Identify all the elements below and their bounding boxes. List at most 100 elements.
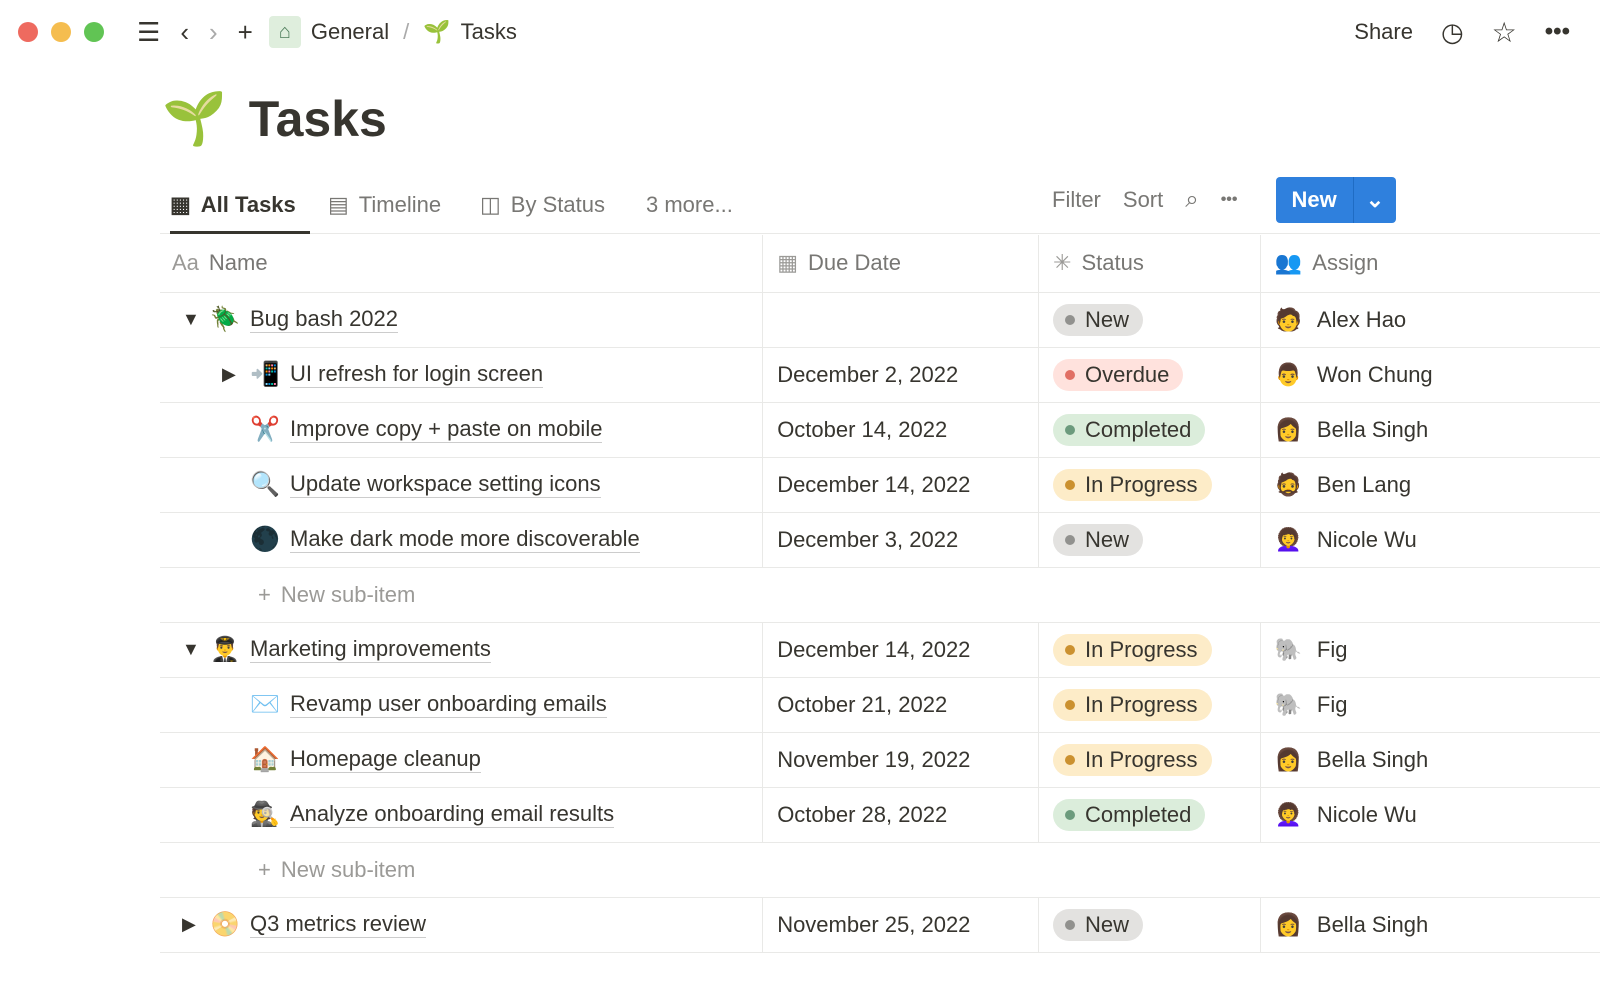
task-title[interactable]: Q3 metrics review [250, 911, 426, 938]
due-date-cell[interactable]: December 14, 2022 [763, 622, 1039, 677]
status-cell[interactable]: Completed [1039, 402, 1261, 457]
column-due-date[interactable]: ▦Due Date [763, 235, 1039, 292]
new-sub-item-button[interactable]: +New sub-item [160, 567, 1600, 622]
tab-by-status[interactable]: ◫By Status [480, 186, 605, 224]
status-cell[interactable]: New [1039, 292, 1261, 347]
table-row[interactable]: ▶📲UI refresh for login screen December 2… [160, 347, 1600, 402]
column-label: Name [209, 250, 268, 275]
assign-cell[interactable]: 👨Won Chung [1260, 347, 1600, 402]
tab-label: By Status [511, 192, 605, 218]
status-cell[interactable]: New [1039, 897, 1261, 952]
due-date-cell[interactable]: October 28, 2022 [763, 787, 1039, 842]
more-icon[interactable]: ••• [1545, 18, 1570, 46]
status-cell[interactable]: New [1039, 512, 1261, 567]
name-cell[interactable]: ✂️Improve copy + paste on mobile [160, 402, 763, 457]
table-row[interactable]: 🌑Make dark mode more discoverable Decemb… [160, 512, 1600, 567]
task-title[interactable]: Update workspace setting icons [290, 471, 601, 498]
name-cell[interactable]: ✉️Revamp user onboarding emails [160, 677, 763, 732]
tab-timeline[interactable]: ▤Timeline [328, 186, 441, 224]
tab-all-tasks[interactable]: ▦All Tasks [170, 186, 310, 234]
name-cell[interactable]: ▶📲UI refresh for login screen [160, 347, 763, 402]
due-date-cell[interactable]: December 14, 2022 [763, 457, 1039, 512]
assign-cell[interactable]: 🐘Fig [1260, 677, 1600, 732]
star-icon[interactable]: ☆ [1492, 16, 1517, 49]
sort-button[interactable]: Sort [1123, 187, 1163, 213]
due-date-cell[interactable]: December 3, 2022 [763, 512, 1039, 567]
breadcrumb-general[interactable]: General [311, 19, 389, 45]
task-title[interactable]: Improve copy + paste on mobile [290, 416, 602, 443]
status-cell[interactable]: In Progress [1039, 622, 1261, 677]
clock-icon[interactable]: ◷ [1441, 17, 1464, 48]
column-assign[interactable]: 👥Assign [1260, 235, 1600, 292]
name-cell[interactable]: ▼👨‍✈️Marketing improvements [160, 622, 763, 677]
status-cell[interactable]: Overdue [1039, 347, 1261, 402]
name-cell[interactable]: 🌑Make dark mode more discoverable [160, 512, 763, 567]
status-cell[interactable]: In Progress [1039, 732, 1261, 787]
caret-down-icon[interactable]: ▼ [182, 309, 210, 330]
task-name: ✂️Improve copy + paste on mobile [212, 415, 762, 444]
status-cell[interactable]: Completed [1039, 787, 1261, 842]
new-sub-item-row[interactable]: +New sub-item [160, 842, 1600, 897]
status-label: In Progress [1085, 472, 1198, 498]
table-row[interactable]: 🔍Update workspace setting icons December… [160, 457, 1600, 512]
breadcrumb-separator: / [403, 19, 409, 45]
new-button[interactable]: New [1276, 177, 1353, 223]
status-cell[interactable]: In Progress [1039, 457, 1261, 512]
assign-cell[interactable]: 👩Bella Singh [1260, 732, 1600, 787]
name-cell[interactable]: 🏠Homepage cleanup [160, 732, 763, 787]
menu-icon[interactable]: ☰ [137, 19, 160, 45]
due-date-cell[interactable]: November 19, 2022 [763, 732, 1039, 787]
task-title[interactable]: UI refresh for login screen [290, 361, 543, 388]
name-cell[interactable]: ▼🪲Bug bash 2022 [160, 292, 763, 347]
caret-right-icon[interactable]: ▶ [222, 364, 250, 385]
search-icon[interactable]: ⌕ [1185, 186, 1198, 214]
column-status[interactable]: ✳Status [1039, 235, 1261, 292]
assign-cell[interactable]: 🧔Ben Lang [1260, 457, 1600, 512]
assign-cell[interactable]: 👩‍🦱Nicole Wu [1260, 787, 1600, 842]
chevron-down-icon[interactable]: ⌄ [1353, 177, 1396, 223]
task-title[interactable]: Marketing improvements [250, 636, 491, 663]
assign-cell[interactable]: 👩Bella Singh [1260, 402, 1600, 457]
forward-icon[interactable]: › [209, 19, 218, 45]
table-row[interactable]: 🏠Homepage cleanup November 19, 2022 In P… [160, 732, 1600, 787]
table-row[interactable]: ✉️Revamp user onboarding emails October … [160, 677, 1600, 732]
more-options-icon[interactable]: ••• [1221, 191, 1238, 209]
name-cell[interactable]: 🕵️Analyze onboarding email results [160, 787, 763, 842]
tab-more[interactable]: 3 more... [646, 186, 733, 224]
breadcrumb-tasks[interactable]: Tasks [461, 19, 517, 45]
name-cell[interactable]: ▶📀Q3 metrics review [160, 897, 763, 952]
status-cell[interactable]: In Progress [1039, 677, 1261, 732]
close-window-button[interactable] [18, 22, 38, 42]
table-row[interactable]: 🕵️Analyze onboarding email results Octob… [160, 787, 1600, 842]
caret-down-icon[interactable]: ▼ [182, 639, 210, 660]
task-title[interactable]: Make dark mode more discoverable [290, 526, 640, 553]
table-row-parent[interactable]: ▼👨‍✈️Marketing improvements December 14,… [160, 622, 1600, 677]
table-row[interactable]: ✂️Improve copy + paste on mobile October… [160, 402, 1600, 457]
filter-button[interactable]: Filter [1052, 187, 1101, 213]
column-name[interactable]: AaName [160, 235, 763, 292]
plus-icon[interactable]: + [238, 19, 253, 45]
task-title[interactable]: Revamp user onboarding emails [290, 691, 607, 718]
due-date-cell[interactable]: October 21, 2022 [763, 677, 1039, 732]
assign-cell[interactable]: 👩‍🦱Nicole Wu [1260, 512, 1600, 567]
minimize-window-button[interactable] [51, 22, 71, 42]
assign-cell[interactable]: 🧑Alex Hao [1260, 292, 1600, 347]
name-cell[interactable]: 🔍Update workspace setting icons [160, 457, 763, 512]
table-row-parent[interactable]: ▼🪲Bug bash 2022 New 🧑Alex Hao [160, 292, 1600, 347]
assign-cell[interactable]: 👩Bella Singh [1260, 897, 1600, 952]
task-title[interactable]: Analyze onboarding email results [290, 801, 614, 828]
due-date-cell[interactable]: December 2, 2022 [763, 347, 1039, 402]
new-sub-item-button[interactable]: +New sub-item [160, 842, 1600, 897]
caret-right-icon[interactable]: ▶ [182, 914, 210, 935]
due-date-cell[interactable]: November 25, 2022 [763, 897, 1039, 952]
due-date-cell[interactable]: October 14, 2022 [763, 402, 1039, 457]
assign-cell[interactable]: 🐘Fig [1260, 622, 1600, 677]
due-date-cell[interactable] [763, 292, 1039, 347]
task-title[interactable]: Homepage cleanup [290, 746, 481, 773]
new-sub-item-row[interactable]: +New sub-item [160, 567, 1600, 622]
table-row-parent[interactable]: ▶📀Q3 metrics review November 25, 2022 Ne… [160, 897, 1600, 952]
task-title[interactable]: Bug bash 2022 [250, 306, 398, 333]
share-button[interactable]: Share [1354, 19, 1413, 45]
maximize-window-button[interactable] [84, 22, 104, 42]
back-icon[interactable]: ‹ [180, 19, 189, 45]
